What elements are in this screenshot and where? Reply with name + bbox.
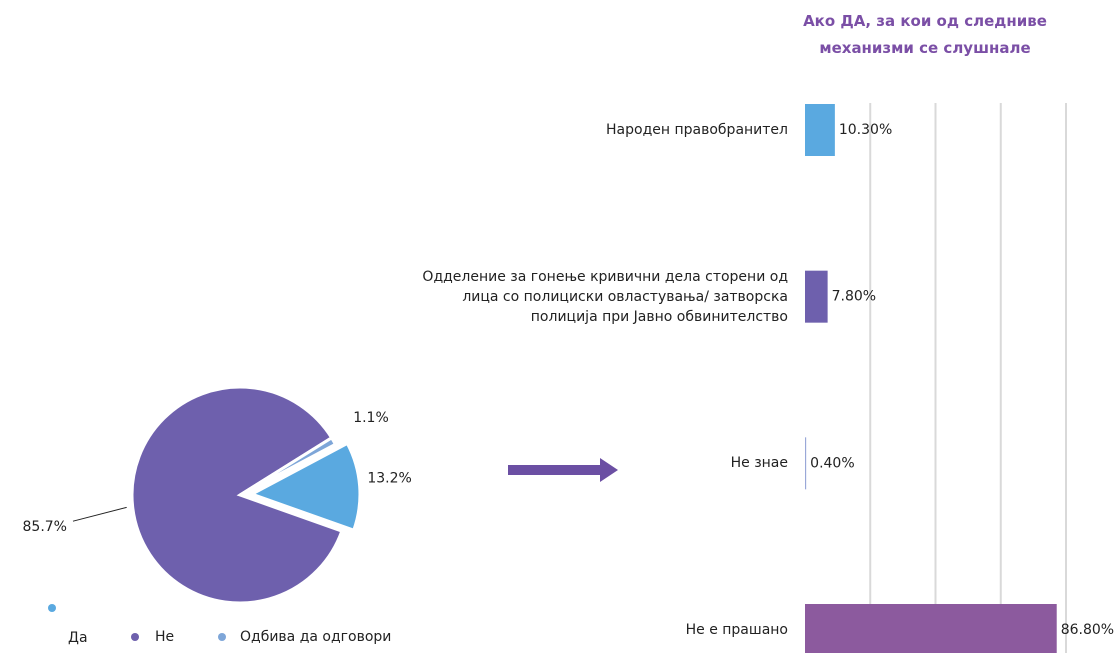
y-tick-label: Не знае — [730, 455, 788, 472]
legend-marker — [218, 633, 226, 641]
bar-title: Ако ДА, за кои од следниве механизми се … — [803, 12, 1047, 57]
legend-marker — [131, 633, 139, 641]
bar — [805, 270, 828, 323]
data-label: 85.7% — [23, 519, 67, 535]
data-label: 10.30% — [839, 122, 892, 138]
data-label: 1.1% — [353, 410, 389, 426]
data-label: 0.40% — [810, 455, 854, 471]
pie-slice — [130, 385, 344, 605]
legend-marker — [48, 604, 56, 612]
legend-label: Одбива да одговори — [240, 629, 391, 645]
y-tick-label: Народен правобранител — [606, 122, 788, 138]
y-tick-label: Одделение за гонење кривични дела сторен… — [422, 268, 788, 325]
data-label: 13.2% — [367, 471, 411, 487]
legend-label: Да — [68, 630, 88, 646]
y-tick-label: Не е прашано — [685, 622, 788, 638]
bar — [805, 604, 1057, 653]
data-label: 7.80% — [832, 289, 876, 305]
pie-slice — [239, 435, 338, 497]
bar — [805, 104, 835, 156]
data-label: 86.80% — [1061, 622, 1114, 638]
leader-line — [72, 506, 127, 522]
pie-slice — [248, 441, 362, 533]
bar — [805, 437, 807, 490]
legend-label: Не — [155, 629, 174, 645]
arrow — [508, 458, 618, 482]
